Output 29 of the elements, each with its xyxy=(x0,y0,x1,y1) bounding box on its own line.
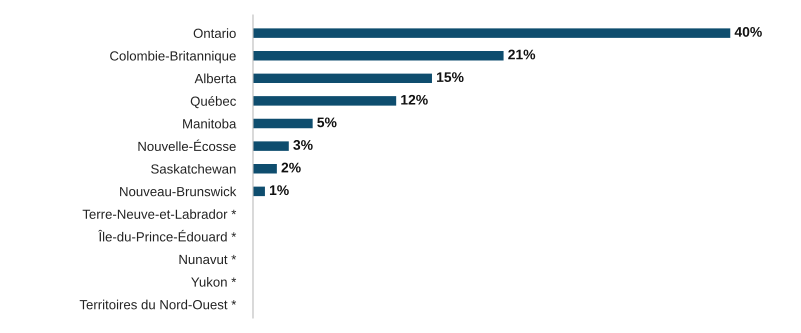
bar xyxy=(253,96,396,106)
data-label: 2% xyxy=(282,162,301,172)
data-label: 40% xyxy=(734,26,762,37)
y-tick-label: Ontario xyxy=(194,28,236,38)
y-tick-label: Colombie-Britannique xyxy=(110,50,236,64)
y-tick-label: Saskatchewan xyxy=(151,164,236,174)
bar xyxy=(253,186,265,196)
y-tick-label: Nouveau-Brunswick xyxy=(120,186,236,196)
y-tick-label: Québec xyxy=(190,96,236,108)
data-label: 12% xyxy=(401,94,428,105)
y-tick-label: Yukon * xyxy=(191,277,236,287)
y-tick-label: Île-du-Prince-Édouard * xyxy=(98,230,236,242)
y-tick-label: Nouvelle-Écosse xyxy=(138,139,236,152)
bar xyxy=(253,50,504,60)
y-tick-label: Nunavut * xyxy=(179,254,236,264)
y-tick-label: Territoires du Nord-Ouest * xyxy=(80,300,236,310)
bar xyxy=(253,118,313,128)
data-label: 15% xyxy=(437,72,464,82)
data-label: 5% xyxy=(317,117,337,128)
bar xyxy=(253,74,432,84)
data-label: 1% xyxy=(270,185,289,196)
y-tick-label: Terre-Neuve-et-Labrador * xyxy=(82,209,236,219)
y-tick-label: Alberta xyxy=(194,74,236,84)
data-label: 21% xyxy=(508,50,536,60)
bar xyxy=(253,28,730,38)
bar xyxy=(253,164,277,174)
bar xyxy=(253,141,289,151)
y-tick-label: Manitoba xyxy=(183,118,236,128)
data-label: 3% xyxy=(293,140,313,150)
